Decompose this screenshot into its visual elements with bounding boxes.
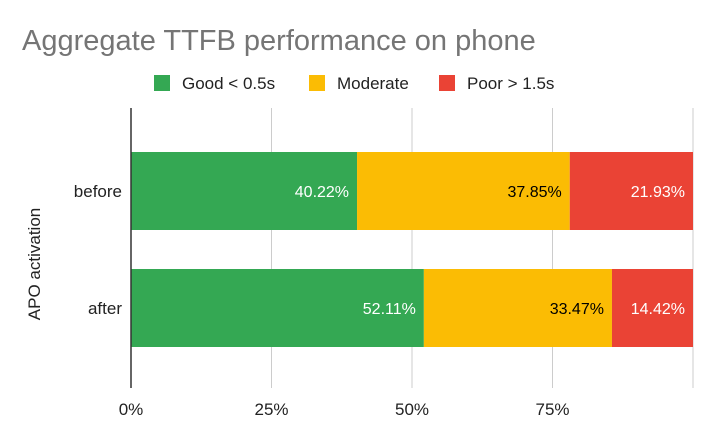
data-label-after-good-0-5s: 52.11% bbox=[363, 301, 416, 318]
x-tick-label-75: 75% bbox=[535, 400, 569, 419]
legend-label-poor-1-5s: Poor > 1.5s bbox=[467, 74, 554, 93]
bar-before-poor-1-5s bbox=[569, 152, 693, 230]
legend-swatch-good-0-5s bbox=[154, 75, 170, 91]
category-labels: before after bbox=[74, 182, 123, 318]
legend-label-moderate: Moderate bbox=[337, 74, 409, 93]
legend-label-good-0-5s: Good < 0.5s bbox=[182, 74, 275, 93]
y-axis-title: APO activation bbox=[25, 208, 44, 320]
bar-after-moderate bbox=[423, 269, 612, 347]
data-label-after-moderate: 33.47% bbox=[550, 301, 604, 318]
x-tick-labels: 0% 25% 50% 75% bbox=[119, 400, 570, 419]
bars bbox=[131, 152, 693, 347]
data-label-before-poor-1-5s: 21.93% bbox=[631, 184, 685, 201]
x-tick-label-50: 50% bbox=[395, 400, 429, 419]
x-tick-label-0: 0% bbox=[119, 400, 144, 419]
bar-after-poor-1-5s bbox=[611, 269, 693, 347]
data-labels: 40.22% 37.85% 21.93% 52.11% 33.47% 14.42% bbox=[295, 184, 685, 318]
data-label-before-moderate: 37.85% bbox=[507, 184, 561, 201]
legend-swatch-poor-1-5s bbox=[439, 75, 455, 91]
chart-title: Aggregate TTFB performance on phone bbox=[22, 25, 536, 57]
category-label-after: after bbox=[88, 299, 122, 318]
legend: Good < 0.5s Moderate Poor > 1.5s bbox=[154, 74, 554, 93]
bar-after-good-0-5s bbox=[131, 269, 424, 347]
data-label-after-poor-1-5s: 14.42% bbox=[631, 301, 685, 318]
data-label-before-good-0-5s: 40.22% bbox=[295, 184, 349, 201]
category-label-before: before bbox=[74, 182, 122, 201]
legend-swatch-moderate bbox=[309, 75, 325, 91]
bar-before-moderate bbox=[357, 152, 570, 230]
bar-before-good-0-5s bbox=[131, 152, 358, 230]
x-tick-label-25: 25% bbox=[254, 400, 288, 419]
